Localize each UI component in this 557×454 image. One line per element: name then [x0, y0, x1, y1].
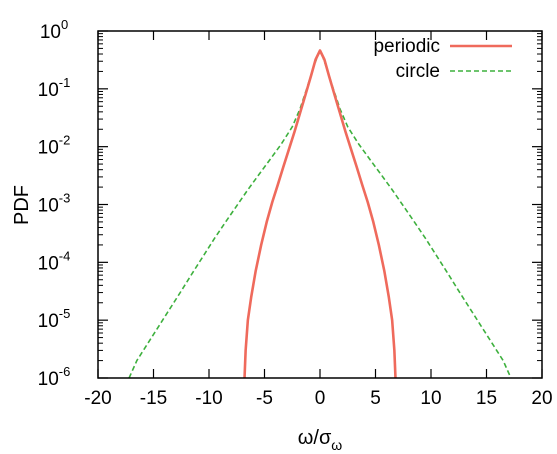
x-tick-label: -10	[195, 388, 222, 409]
x-axis-title-base: ω/σ	[298, 427, 332, 449]
legend: periodic circle	[373, 36, 512, 82]
series-line-periodic	[243, 49, 397, 379]
y-tick-label: 10-4	[38, 248, 71, 274]
y-tick-label: 10-6	[38, 364, 71, 390]
x-tick-label: 10	[420, 388, 441, 409]
x-tick-label: -20	[84, 388, 111, 409]
x-tick-label: -15	[140, 388, 167, 409]
y-axis-title: PDF	[11, 185, 33, 225]
series-line-circle	[128, 50, 512, 379]
legend-label-circle: circle	[396, 61, 440, 82]
x-axis-title: ω/σω	[298, 427, 343, 453]
x-tick-labels: -20 -15 -10 -5 0 5 10 15 20	[84, 388, 552, 409]
plot-frame	[97, 30, 543, 379]
series-layer	[128, 49, 512, 379]
x-tick-label: 20	[531, 388, 552, 409]
y-tick-label: 10-5	[38, 306, 71, 332]
x-tick-label: -5	[256, 388, 273, 409]
y-tick-label: 10-1	[38, 75, 71, 101]
x-tick-label: 5	[370, 388, 381, 409]
y-tick-label: 100	[40, 17, 68, 43]
legend-label-periodic: periodic	[373, 36, 440, 57]
y-tick-labels: 100 10-1 10-2 10-3 10-4 10-5 10-6	[38, 17, 71, 390]
x-tick-label: 15	[476, 388, 497, 409]
x-tick-label: 0	[315, 388, 326, 409]
x-axis-title-sub: ω	[331, 437, 342, 453]
y-tick-label: 10-3	[38, 191, 71, 217]
y-tick-label: 10-2	[38, 133, 71, 159]
ticks-layer	[97, 30, 543, 379]
